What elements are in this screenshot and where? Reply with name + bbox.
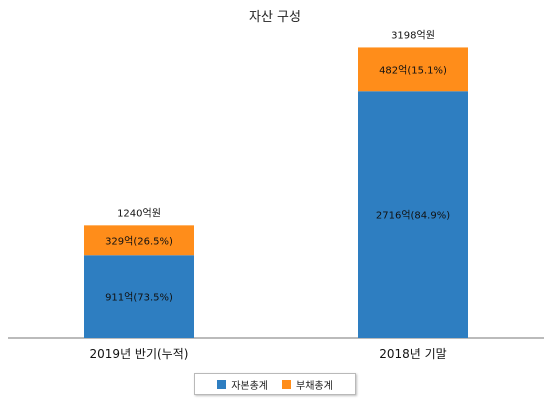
- data-label-equity-0: 911억(73.5%): [105, 292, 173, 304]
- bar-group: 911억(73.5%) 329억(26.5%) 1240억원 2019년 반기(누적)…: [84, 29, 468, 361]
- bar-equity-0: [84, 255, 194, 338]
- bar-equity-1: [358, 91, 468, 339]
- legend-label-equity: 자본총계: [231, 380, 268, 392]
- data-label-liabilities-0: 329억(26.5%): [105, 235, 173, 247]
- total-label-1: 3198억원: [391, 29, 435, 41]
- total-label-0: 1240억원: [117, 207, 161, 219]
- chart-title: 자산 구성: [249, 10, 301, 25]
- legend-item-liabilities[interactable]: 부채총계: [282, 377, 333, 392]
- legend-swatch-liabilities: [282, 379, 291, 389]
- legend-item-equity[interactable]: 자본총계: [217, 377, 268, 392]
- data-label-liabilities-1: 482억(15.1%): [379, 64, 447, 76]
- bar-liabilities-0: [84, 225, 194, 256]
- legend-label-liabilities: 부채총계: [296, 380, 333, 392]
- legend: 자본총계 부채총계: [194, 373, 356, 395]
- x-tick-label-1: 2018년 기말: [379, 347, 446, 361]
- data-label-equity-1: 2716억(84.9%): [376, 210, 450, 222]
- legend-swatch-equity: [217, 379, 227, 389]
- bar-liabilities-1: [358, 47, 468, 92]
- x-tick-label-0: 2019년 반기(누적): [90, 347, 189, 361]
